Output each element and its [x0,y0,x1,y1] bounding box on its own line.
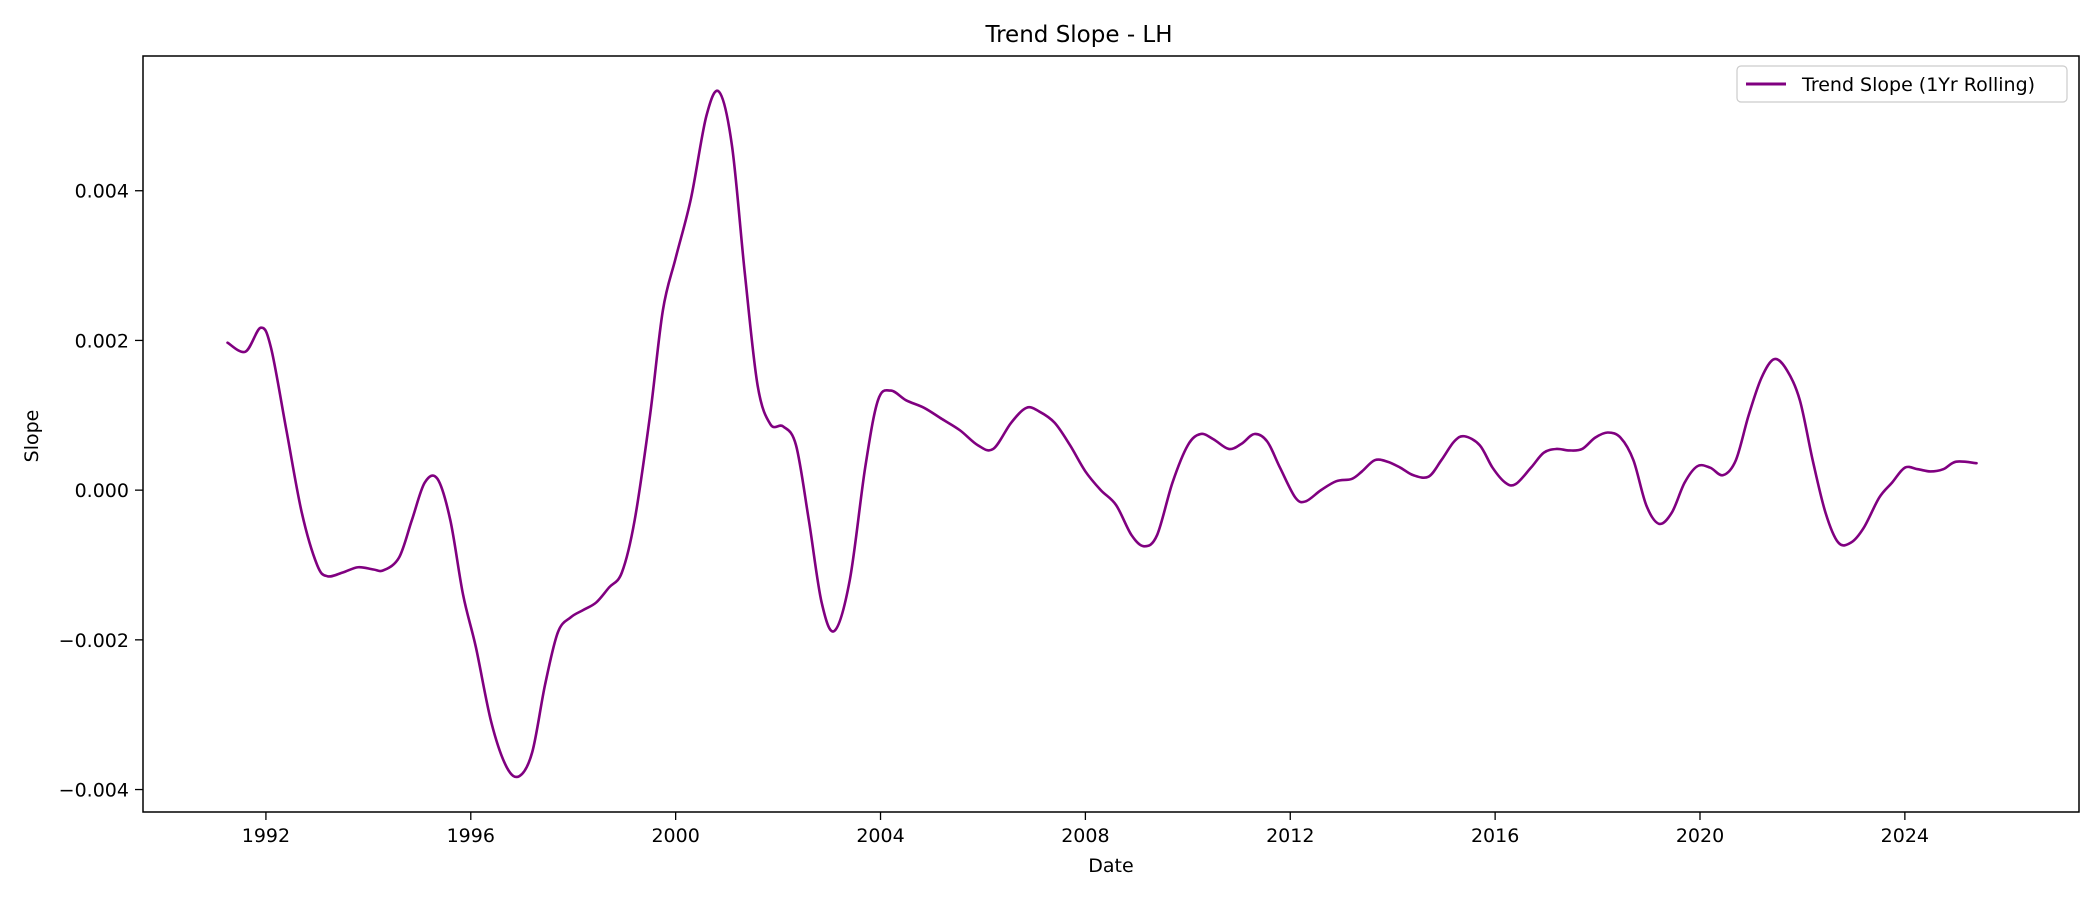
x-tick-label: 1996 [447,825,495,847]
legend: Trend Slope (1Yr Rolling) [1736,65,2068,103]
x-tick-label: 2012 [1266,825,1314,847]
x-axis: 1992 1996 2000 2004 2008 2012 2016 2020 2024 [242,812,1929,847]
x-tick-label: 2020 [1676,825,1724,847]
legend-box [1736,65,2068,103]
plot-area [142,55,2080,813]
x-tick-label: 2016 [1471,825,1519,847]
y-tick-label: 0.002 [75,330,129,352]
y-tick-label: 0.004 [75,181,129,203]
y-tick-label: 0.000 [75,480,129,502]
y-tick-label: −0.002 [59,630,129,652]
x-tick-label: 2000 [651,825,699,847]
y-axis: −0.004 −0.002 0.000 0.002 0.004 [59,181,143,802]
series-line-trend-slope [226,89,1978,779]
x-axis-title: Date [1088,855,1133,877]
y-axis-title: Slope [21,410,43,463]
x-tick-label: 2004 [856,825,904,847]
y-tick-label: −0.004 [59,780,129,802]
x-tick-label: 2008 [1061,825,1109,847]
legend-label: Trend Slope (1Yr Rolling) [1801,74,2035,96]
x-tick-label: 2024 [1881,825,1929,847]
series-layer [226,89,1978,779]
x-tick-label: 1992 [242,825,290,847]
chart-title: Trend Slope - LH [984,22,1172,48]
